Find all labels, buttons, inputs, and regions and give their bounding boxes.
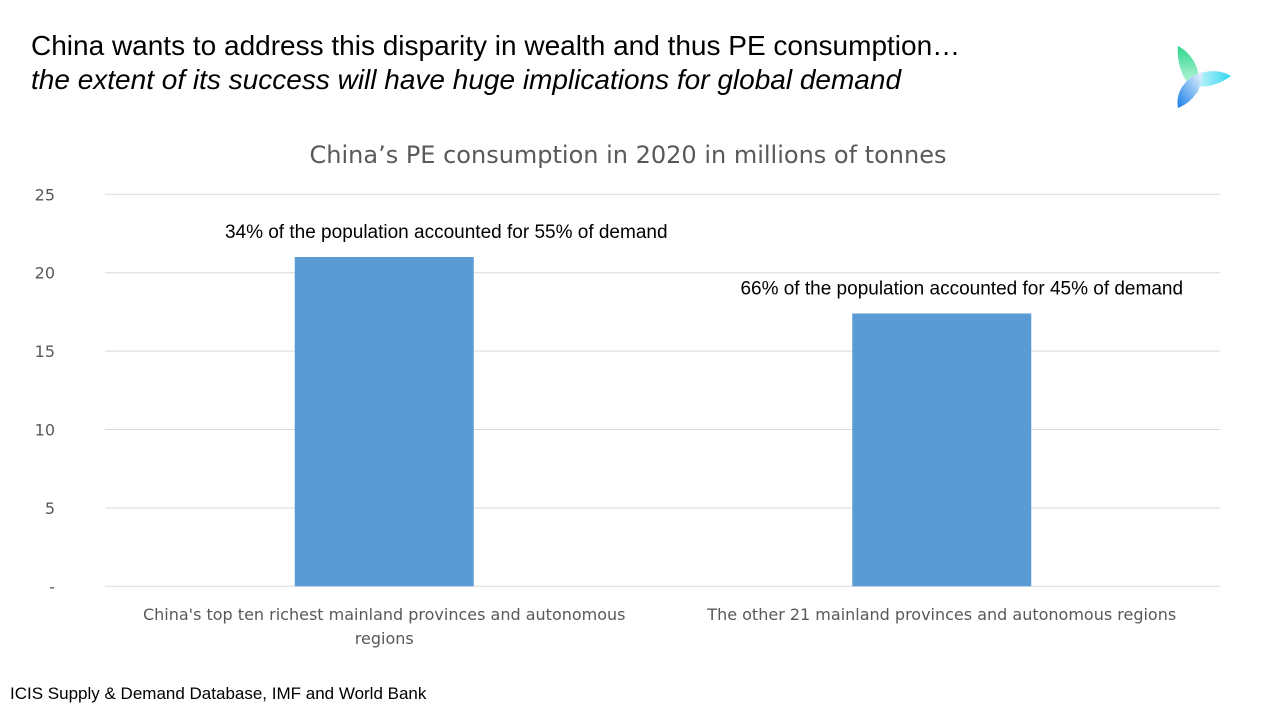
logo-icon	[1177, 46, 1231, 108]
bar	[852, 313, 1032, 587]
y-tick-label: -	[49, 577, 55, 596]
bar-annotation: 34% of the population accounted for 55% …	[225, 222, 668, 243]
bar	[294, 257, 474, 587]
y-tick-label: 15	[35, 342, 55, 361]
x-category-label: The other 21 mainland provinces and auto…	[706, 605, 1176, 624]
x-category-label: China's top ten richest mainland provinc…	[143, 605, 626, 624]
y-tick-label: 10	[35, 421, 55, 440]
source-note: ICIS Supply & Demand Database, IMF and W…	[10, 684, 427, 703]
y-tick-label: 5	[45, 499, 55, 518]
bar-annotation: 66% of the population accounted for 45% …	[740, 278, 1183, 299]
chart-title: China’s PE consumption in 2020 in millio…	[310, 141, 947, 169]
y-tick-label: 25	[35, 185, 55, 204]
y-tick-label: 20	[35, 264, 55, 283]
slide-title: China wants to address this disparity in…	[31, 30, 961, 61]
x-category-label: regions	[355, 629, 414, 648]
slide-subtitle: the extent of its success will have huge…	[31, 64, 902, 95]
